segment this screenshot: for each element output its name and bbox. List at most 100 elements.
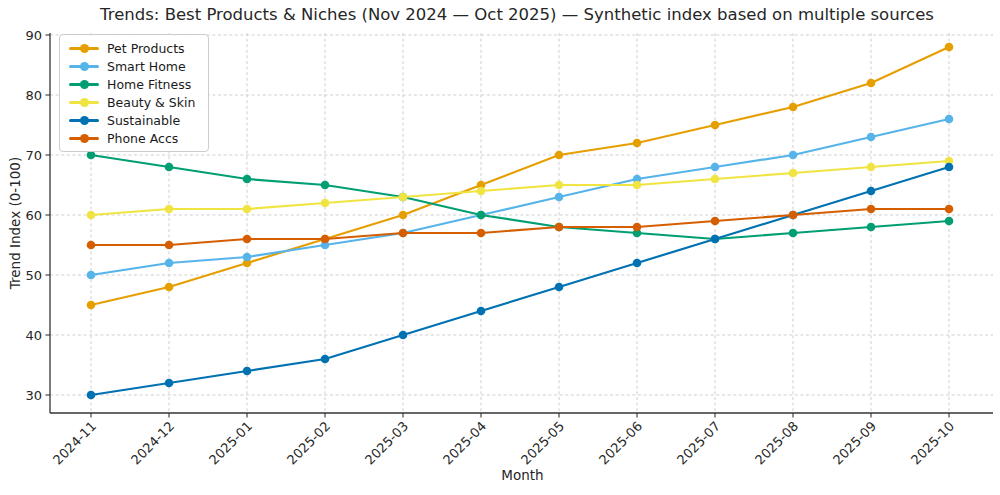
legend-marker-icon: [69, 43, 99, 53]
point-pet-products-2025-09: [867, 79, 876, 88]
point-pet-products-2025-05: [555, 151, 564, 160]
legend-item-smart-home: Smart Home: [69, 59, 195, 73]
point-beauty-skin-2024-12: [165, 205, 174, 214]
point-home-fitness-2025-08: [789, 229, 798, 238]
point-pet-products-2025-07: [711, 121, 720, 130]
y-tick-label: 30: [25, 388, 42, 403]
point-phone-accs-2025-02: [321, 235, 330, 244]
point-beauty-skin-2025-09: [867, 163, 876, 172]
y-tick-label: 70: [25, 148, 42, 163]
y-tick-label: 80: [25, 88, 42, 103]
x-tick-label: 2025-04: [440, 419, 489, 468]
point-smart-home-2025-10: [945, 115, 954, 124]
point-beauty-skin-2025-02: [321, 199, 330, 208]
legend-item-pet-products: Pet Products: [69, 41, 195, 55]
legend-label: Smart Home: [107, 59, 186, 74]
point-phone-accs-2025-05: [555, 223, 564, 232]
point-sustainable-2025-01: [243, 367, 252, 376]
point-sustainable-2025-03: [399, 331, 408, 340]
point-smart-home-2025-08: [789, 151, 798, 160]
point-phone-accs-2025-04: [477, 229, 486, 238]
point-smart-home-2025-05: [555, 193, 564, 202]
series-line-home-fitness: [91, 155, 949, 239]
point-phone-accs-2025-03: [399, 229, 408, 238]
point-sustainable-2025-10: [945, 163, 954, 172]
legend-dot: [80, 98, 89, 107]
x-tick-label: 2025-08: [752, 419, 801, 468]
series-line-sustainable: [91, 167, 949, 395]
point-pet-products-2024-12: [165, 283, 174, 292]
point-home-fitness-2025-02: [321, 181, 330, 190]
point-pet-products-2025-10: [945, 43, 954, 52]
x-tick-label: 2024-12: [128, 419, 177, 468]
point-sustainable-2025-05: [555, 283, 564, 292]
legend-marker-icon: [69, 61, 99, 71]
series-line-phone-accs: [91, 209, 949, 245]
y-tick-label: 60: [25, 208, 42, 223]
point-beauty-skin-2025-08: [789, 169, 798, 178]
x-tick-label: 2025-06: [596, 419, 645, 468]
legend-dot: [80, 62, 89, 71]
point-phone-accs-2024-11: [87, 241, 96, 250]
point-sustainable-2025-06: [633, 259, 642, 268]
legend-marker-icon: [69, 97, 99, 107]
legend-marker-icon: [69, 115, 99, 125]
point-phone-accs-2025-01: [243, 235, 252, 244]
legend-label: Phone Accs: [107, 131, 178, 146]
point-smart-home-2024-11: [87, 271, 96, 280]
point-phone-accs-2025-07: [711, 217, 720, 226]
x-tick-label: 2025-10: [908, 419, 957, 468]
legend-marker-icon: [69, 79, 99, 89]
point-home-fitness-2024-12: [165, 163, 174, 172]
point-sustainable-2025-04: [477, 307, 486, 316]
chart-title: Trends: Best Products & Niches (Nov 2024…: [42, 5, 992, 24]
chart-figure: 304050607080902024-112024-122025-012025-…: [0, 0, 1000, 495]
point-beauty-skin-2025-05: [555, 181, 564, 190]
x-tick-label: 2025-07: [674, 419, 723, 468]
legend-dot: [80, 116, 89, 125]
point-pet-products-2025-08: [789, 103, 798, 112]
point-phone-accs-2024-12: [165, 241, 174, 250]
point-pet-products-2025-03: [399, 211, 408, 220]
point-home-fitness-2025-01: [243, 175, 252, 184]
point-beauty-skin-2025-06: [633, 181, 642, 190]
point-pet-products-2024-11: [87, 301, 96, 310]
point-phone-accs-2025-09: [867, 205, 876, 214]
point-smart-home-2025-01: [243, 253, 252, 262]
point-phone-accs-2025-08: [789, 211, 798, 220]
point-home-fitness-2025-09: [867, 223, 876, 232]
legend-dot: [80, 134, 89, 143]
legend-item-phone-accs: Phone Accs: [69, 131, 195, 145]
x-tick-label: 2025-01: [206, 419, 255, 468]
point-smart-home-2024-12: [165, 259, 174, 268]
legend-label: Sustainable: [107, 113, 180, 128]
point-sustainable-2025-02: [321, 355, 330, 364]
legend-item-beauty-skin: Beauty & Skin: [69, 95, 195, 109]
y-tick-label: 50: [25, 268, 42, 283]
x-tick-label: 2025-02: [284, 419, 333, 468]
point-home-fitness-2025-10: [945, 217, 954, 226]
legend-dot: [80, 80, 89, 89]
legend-label: Pet Products: [107, 41, 185, 56]
legend-marker-icon: [69, 133, 99, 143]
y-tick-label: 40: [25, 328, 42, 343]
point-sustainable-2024-12: [165, 379, 174, 388]
point-beauty-skin-2025-07: [711, 175, 720, 184]
point-beauty-skin-2024-11: [87, 211, 96, 220]
legend-item-home-fitness: Home Fitness: [69, 77, 195, 91]
point-sustainable-2025-07: [711, 235, 720, 244]
y-axis-label: Trend Index (0-100): [7, 157, 23, 289]
point-sustainable-2024-11: [87, 391, 96, 400]
legend-dot: [80, 44, 89, 53]
point-beauty-skin-2025-01: [243, 205, 252, 214]
legend-label: Beauty & Skin: [107, 95, 195, 110]
x-tick-label: 2024-11: [50, 419, 99, 468]
series-line-smart-home: [91, 119, 949, 275]
point-phone-accs-2025-06: [633, 223, 642, 232]
point-smart-home-2025-07: [711, 163, 720, 172]
series-line-pet-products: [91, 47, 949, 305]
point-beauty-skin-2025-04: [477, 187, 486, 196]
point-beauty-skin-2025-03: [399, 193, 408, 202]
legend-item-sustainable: Sustainable: [69, 113, 195, 127]
legend-label: Home Fitness: [107, 77, 191, 92]
